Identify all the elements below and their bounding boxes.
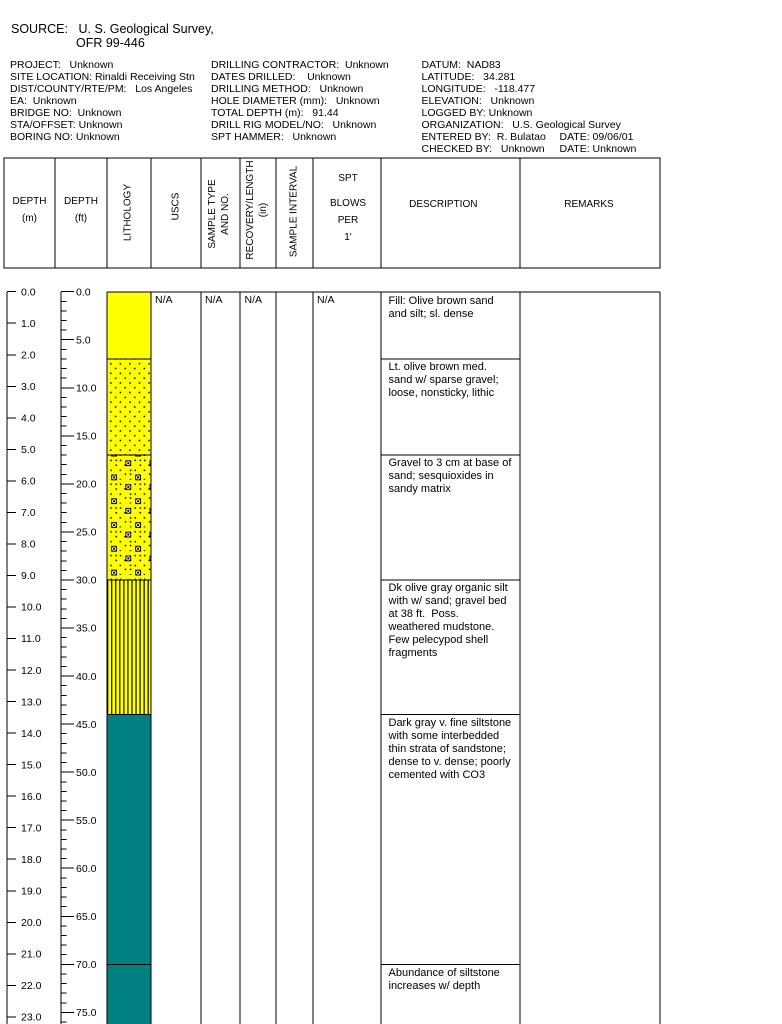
svg-text:10.0: 10.0 — [21, 602, 42, 614]
svg-text:23.0: 23.0 — [21, 1012, 42, 1024]
svg-text:50.0: 50.0 — [76, 767, 97, 779]
svg-text:22.0: 22.0 — [21, 980, 42, 992]
svg-text:14.0: 14.0 — [21, 728, 42, 740]
svg-text:20.0: 20.0 — [76, 479, 97, 491]
svg-text:20.0: 20.0 — [21, 917, 42, 929]
svg-text:16.0: 16.0 — [21, 791, 42, 803]
svg-text:75.0: 75.0 — [76, 1007, 97, 1019]
svg-text:0.0: 0.0 — [21, 286, 36, 298]
svg-text:35.0: 35.0 — [76, 623, 97, 635]
svg-text:9.0: 9.0 — [21, 570, 36, 582]
svg-text:55.0: 55.0 — [76, 815, 97, 827]
svg-text:25.0: 25.0 — [76, 527, 97, 539]
svg-text:0.0: 0.0 — [76, 286, 91, 298]
svg-text:65.0: 65.0 — [76, 911, 97, 923]
svg-text:8.0: 8.0 — [21, 539, 36, 551]
svg-text:5.0: 5.0 — [76, 334, 91, 346]
svg-text:70.0: 70.0 — [76, 959, 97, 971]
svg-text:2.0: 2.0 — [21, 350, 36, 362]
svg-text:60.0: 60.0 — [76, 863, 97, 875]
svg-text:3.0: 3.0 — [21, 381, 36, 393]
svg-text:12.0: 12.0 — [21, 665, 42, 677]
svg-text:13.0: 13.0 — [21, 696, 42, 708]
svg-text:45.0: 45.0 — [76, 719, 97, 731]
svg-text:6.0: 6.0 — [21, 476, 36, 488]
svg-text:15.0: 15.0 — [21, 759, 42, 771]
svg-text:30.0: 30.0 — [76, 575, 97, 587]
svg-text:5.0: 5.0 — [21, 444, 36, 456]
svg-text:11.0: 11.0 — [21, 633, 41, 645]
svg-text:40.0: 40.0 — [76, 671, 97, 683]
svg-text:17.0: 17.0 — [21, 822, 42, 834]
svg-text:1.0: 1.0 — [21, 318, 36, 330]
svg-text:10.0: 10.0 — [76, 383, 97, 395]
svg-text:7.0: 7.0 — [21, 507, 36, 519]
svg-text:15.0: 15.0 — [76, 431, 97, 443]
svg-text:21.0: 21.0 — [21, 949, 42, 961]
svg-text:4.0: 4.0 — [21, 413, 36, 425]
svg-text:18.0: 18.0 — [21, 854, 42, 866]
svg-text:19.0: 19.0 — [21, 886, 42, 898]
